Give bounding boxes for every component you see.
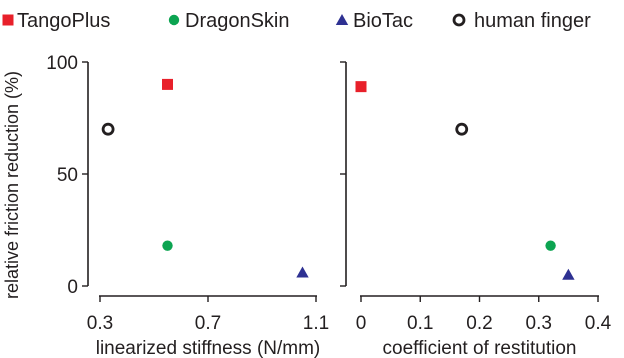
x-tick-label: 0: [356, 313, 367, 334]
chart-left-stiffness: 0 50 100 0.3 0.7 1.1 linearized stiffness (N/m…: [2, 53, 329, 358]
data-point-triangle: [296, 266, 309, 278]
x-tick-label: 0.3: [526, 313, 552, 334]
x-axis-label: linearized stiffness (N/mm): [96, 338, 321, 358]
legend-label: TangoPlus: [17, 10, 110, 32]
legend-marker-triangle: [335, 14, 349, 25]
data-point-open-circle: [455, 122, 469, 136]
y-tick-label: 0: [67, 277, 78, 298]
legend-label: BioTac: [353, 10, 413, 32]
x-tick-label: 0.2: [466, 313, 492, 334]
data-point-square: [355, 81, 367, 93]
x-tick-label: 0.7: [195, 313, 221, 334]
legend-marker-open-circle: [452, 13, 466, 27]
y-tick-label: 100: [46, 53, 78, 74]
y-axis-label: relative friction reduction (%): [2, 71, 22, 299]
data-point-square: [162, 78, 173, 90]
legend-marker-square: [2, 14, 14, 26]
x-tick-label: 1.1: [303, 313, 329, 334]
x-tick-label: 0.3: [87, 313, 113, 334]
legend-label: DragonSkin: [185, 10, 290, 32]
legend-label: human finger: [474, 10, 591, 32]
data-point-circle: [162, 240, 173, 251]
x-axis-label: coefficient of restitution: [383, 338, 577, 358]
x-tick-label: 0.1: [407, 313, 433, 334]
legend: TangoPlus DragonSkin BioTac human finger: [2, 10, 591, 32]
data-point-open-circle: [101, 122, 115, 136]
data-point-triangle: [562, 268, 575, 280]
legend-marker-circle: [168, 14, 180, 26]
y-tick-label: 50: [57, 165, 78, 186]
x-tick-label: 0.4: [585, 313, 612, 334]
data-point-circle: [545, 240, 556, 251]
chart-right-restitution: 0 0.1 0.2 0.3 0.4 coefficient of restitution: [340, 61, 612, 358]
